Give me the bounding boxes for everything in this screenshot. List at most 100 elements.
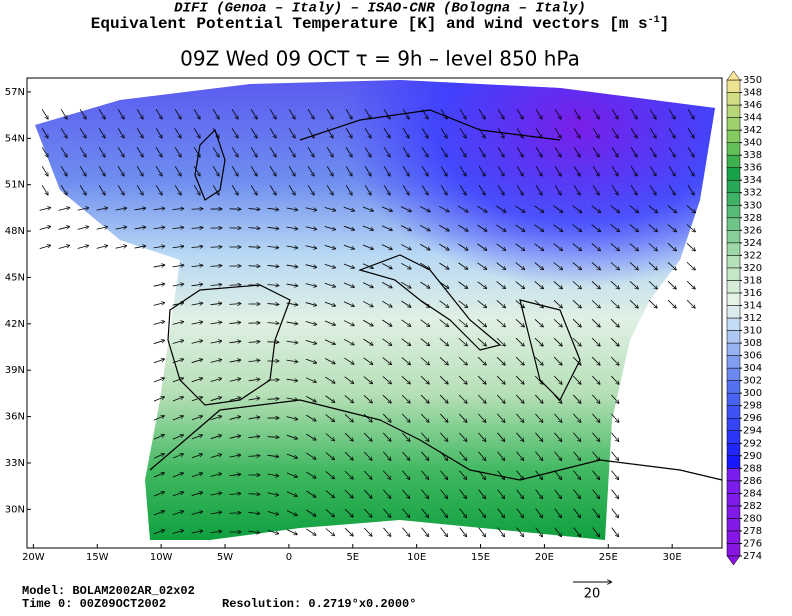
y-tick-label: 39N: [5, 365, 25, 376]
x-tick-label: 15W: [86, 552, 109, 563]
colorbar-box: [727, 118, 740, 131]
reference-arrow-label: 20: [584, 587, 601, 602]
colorbar-box: [727, 318, 740, 331]
colorbar-label: 292: [743, 438, 762, 449]
colorbar-box: [727, 393, 740, 406]
colorbar-label: 330: [743, 200, 762, 211]
footer-resolution: Resolution: 0.2719°x0.2000°: [222, 597, 416, 611]
colorbar-box: [727, 180, 740, 193]
colorbar-label: 324: [743, 238, 762, 249]
colorbar-box: [727, 268, 740, 281]
colorbar-label: 288: [743, 463, 762, 474]
x-tick-label: 5W: [217, 552, 233, 563]
colorbar-box: [727, 93, 740, 106]
x-tick-label: 0: [286, 552, 292, 563]
colorbar-box: [727, 493, 740, 506]
colorbar-label: 336: [743, 163, 762, 174]
x-tick-label: 25E: [599, 552, 618, 563]
colorbar-box: [727, 418, 740, 431]
colorbar-label: 300: [743, 388, 762, 399]
colorbar-box: [727, 343, 740, 356]
colorbar-label: 316: [743, 288, 762, 299]
colorbar-label: 278: [743, 526, 762, 537]
x-tick-label: 30E: [663, 552, 682, 563]
x-tick-label: 15E: [471, 552, 490, 563]
colorbar-label: 346: [743, 100, 762, 111]
colorbar-box: [727, 255, 740, 268]
colorbar-label: 340: [743, 138, 762, 149]
colorbar-label: 306: [743, 351, 762, 362]
colorbar-label: 312: [743, 313, 762, 324]
colorbar-box: [727, 218, 740, 231]
colorbar-box: [727, 368, 740, 381]
y-tick-label: 45N: [5, 272, 25, 283]
title-end: ]: [660, 15, 670, 33]
colorbar-bottom-arrow: [727, 556, 740, 565]
colorbar-label: 296: [743, 413, 762, 424]
wind-arrow: [192, 209, 203, 210]
title-superscript: -1: [648, 15, 660, 26]
colorbar-label: 314: [743, 300, 762, 311]
colorbar-box: [727, 331, 740, 344]
colorbar-label: 332: [743, 188, 762, 199]
colorbar-label: 286: [743, 476, 762, 487]
y-tick-label: 36N: [5, 412, 25, 423]
x-tick-label: 20E: [535, 552, 554, 563]
colorbar-label: 302: [743, 376, 762, 387]
title-line3: 09Z Wed 09 OCT τ = 9h – level 850 hPa: [180, 47, 580, 71]
title-text: Equivalent Potential Temperature [K] and…: [91, 15, 648, 33]
colorbar-box: [727, 305, 740, 318]
colorbar-box: [727, 280, 740, 293]
colorbar-box: [727, 168, 740, 181]
colorbar-box: [727, 130, 740, 143]
colorbar-label: 334: [743, 175, 762, 186]
x-tick-label: 10E: [407, 552, 426, 563]
colorbar-box: [727, 293, 740, 306]
colorbar-label: 320: [743, 263, 762, 274]
colorbar-box: [727, 406, 740, 419]
colorbar-box: [727, 155, 740, 168]
footer: Model: BOLAM2002AR_02x02 Time 0: 00Z09OC…: [22, 584, 416, 611]
colorbar-box: [727, 481, 740, 494]
colorbar-label: 274: [743, 551, 762, 562]
wind-arrow: [211, 247, 222, 248]
footer-time: Time 0: 00Z09OCT2002: [22, 597, 166, 611]
colorbar-label: 284: [743, 488, 762, 499]
colorbar: 2742762782802822842862882902922942962983…: [727, 71, 762, 565]
colorbar-label: 326: [743, 225, 762, 236]
y-tick-label: 33N: [5, 458, 25, 469]
wind-arrow: [249, 494, 260, 495]
colorbar-box: [727, 105, 740, 118]
colorbar-box: [727, 443, 740, 456]
y-tick-label: 57N: [5, 87, 25, 98]
colorbar-label: 280: [743, 513, 762, 524]
colorbar-label: 322: [743, 250, 762, 261]
x-tick-label: 5E: [346, 552, 359, 563]
colorbar-label: 328: [743, 213, 762, 224]
colorbar-label: 282: [743, 501, 762, 512]
colorbar-box: [727, 381, 740, 394]
x-tick-label: 10W: [150, 552, 173, 563]
colorbar-label: 298: [743, 401, 762, 412]
x-tick-label: 20W: [22, 552, 45, 563]
colorbar-label: 344: [743, 113, 762, 124]
colorbar-label: 308: [743, 338, 762, 349]
title-line2: Equivalent Potential Temperature [K] and…: [91, 15, 670, 34]
colorbar-box: [727, 205, 740, 218]
colorbar-box: [727, 230, 740, 243]
colorbar-label: 342: [743, 125, 762, 136]
colorbar-top-arrow: [727, 71, 740, 80]
colorbar-label: 276: [743, 538, 762, 549]
colorbar-label: 318: [743, 275, 762, 286]
colorbar-label: 338: [743, 150, 762, 161]
colorbar-label: 350: [743, 75, 762, 86]
colorbar-label: 348: [743, 88, 762, 99]
y-tick-label: 54N: [5, 133, 25, 144]
colorbar-box: [727, 431, 740, 444]
y-tick-label: 48N: [5, 226, 25, 237]
colorbar-label: 290: [743, 451, 762, 462]
colorbar-box: [727, 143, 740, 156]
colorbar-box: [727, 193, 740, 206]
